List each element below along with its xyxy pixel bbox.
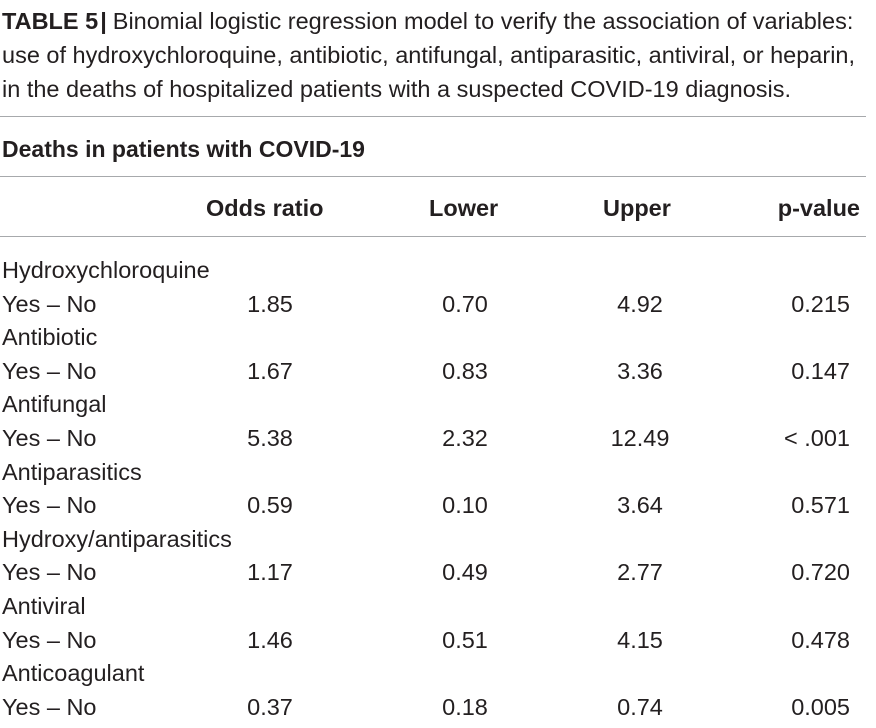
upper-cell: 4.15 [600, 624, 680, 658]
header-upper: Upper [603, 193, 671, 223]
variable-name: Anticoagulant [2, 657, 144, 691]
subtitle-divider [0, 176, 866, 177]
variable-name: Antifungal [2, 388, 107, 422]
table-row: Yes – No 1.67 0.83 3.36 0.147 [0, 355, 866, 389]
lower-cell: 0.49 [435, 556, 495, 590]
table-row: Yes – No 5.38 2.32 12.49 < .001 [0, 422, 866, 456]
header-p-value: p-value [778, 193, 860, 223]
odds-ratio-cell: 0.37 [240, 691, 300, 725]
upper-cell: 2.77 [600, 556, 680, 590]
caption-text: Binomial logistic regression model to ve… [2, 8, 855, 102]
odds-ratio-cell: 1.46 [240, 624, 300, 658]
variable-name: Antiviral [2, 590, 86, 624]
caption-divider [0, 116, 866, 117]
upper-cell: 4.92 [600, 288, 680, 322]
p-value-cell: < .001 [784, 422, 850, 456]
contrast-cell: Yes – No [2, 355, 97, 389]
variable-row: Antibiotic [0, 321, 866, 355]
table-caption: TABLE 5| Binomial logistic regression mod… [2, 4, 874, 106]
upper-cell: 3.64 [600, 489, 680, 523]
table-row: Yes – No 0.37 0.18 0.74 0.005 [0, 691, 866, 725]
variable-name: Antiparasitics [2, 456, 142, 490]
contrast-cell: Yes – No [2, 556, 97, 590]
lower-cell: 0.10 [435, 489, 495, 523]
table-label: TABLE 5 [2, 8, 98, 34]
variable-row: Hydroxy/antiparasitics [0, 523, 866, 557]
p-value-cell: 0.478 [791, 624, 850, 658]
variable-row: Antifungal [0, 388, 866, 422]
contrast-cell: Yes – No [2, 422, 97, 456]
table-subtitle: Deaths in patients with COVID-19 [2, 134, 365, 164]
odds-ratio-cell: 0.59 [240, 489, 300, 523]
variable-name: Antibiotic [2, 321, 97, 355]
p-value-cell: 0.571 [791, 489, 850, 523]
contrast-cell: Yes – No [2, 691, 97, 725]
lower-cell: 0.18 [435, 691, 495, 725]
variable-row: Antiparasitics [0, 456, 866, 490]
lower-cell: 0.51 [435, 624, 495, 658]
lower-cell: 2.32 [435, 422, 495, 456]
p-value-cell: 0.147 [791, 355, 850, 389]
contrast-cell: Yes – No [2, 288, 97, 322]
upper-cell: 3.36 [600, 355, 680, 389]
lower-cell: 0.70 [435, 288, 495, 322]
upper-cell: 12.49 [600, 422, 680, 456]
p-value-cell: 0.720 [791, 556, 850, 590]
odds-ratio-cell: 1.85 [240, 288, 300, 322]
header-divider [0, 236, 866, 237]
variable-row: Hydroxychloroquine [0, 254, 866, 288]
p-value-cell: 0.005 [791, 691, 850, 725]
header-odds-ratio: Odds ratio [206, 193, 324, 223]
variable-name: Hydroxychloroquine [2, 254, 210, 288]
header-lower: Lower [429, 193, 498, 223]
caption-separator: | [98, 8, 113, 34]
contrast-cell: Yes – No [2, 489, 97, 523]
p-value-cell: 0.215 [791, 288, 850, 322]
table-row: Yes – No 1.46 0.51 4.15 0.478 [0, 624, 866, 658]
table-body: Hydroxychloroquine Yes – No 1.85 0.70 4.92 0.… [0, 254, 866, 724]
variable-row: Antiviral [0, 590, 866, 624]
variable-name: Hydroxy/antiparasitics [2, 523, 232, 557]
table-row: Yes – No 1.85 0.70 4.92 0.215 [0, 288, 866, 322]
table-row: Yes – No 1.17 0.49 2.77 0.720 [0, 556, 866, 590]
variable-row: Anticoagulant [0, 657, 866, 691]
odds-ratio-cell: 1.17 [240, 556, 300, 590]
odds-ratio-cell: 5.38 [240, 422, 300, 456]
table-row: Yes – No 0.59 0.10 3.64 0.571 [0, 489, 866, 523]
lower-cell: 0.83 [435, 355, 495, 389]
contrast-cell: Yes – No [2, 624, 97, 658]
odds-ratio-cell: 1.67 [240, 355, 300, 389]
upper-cell: 0.74 [600, 691, 680, 725]
